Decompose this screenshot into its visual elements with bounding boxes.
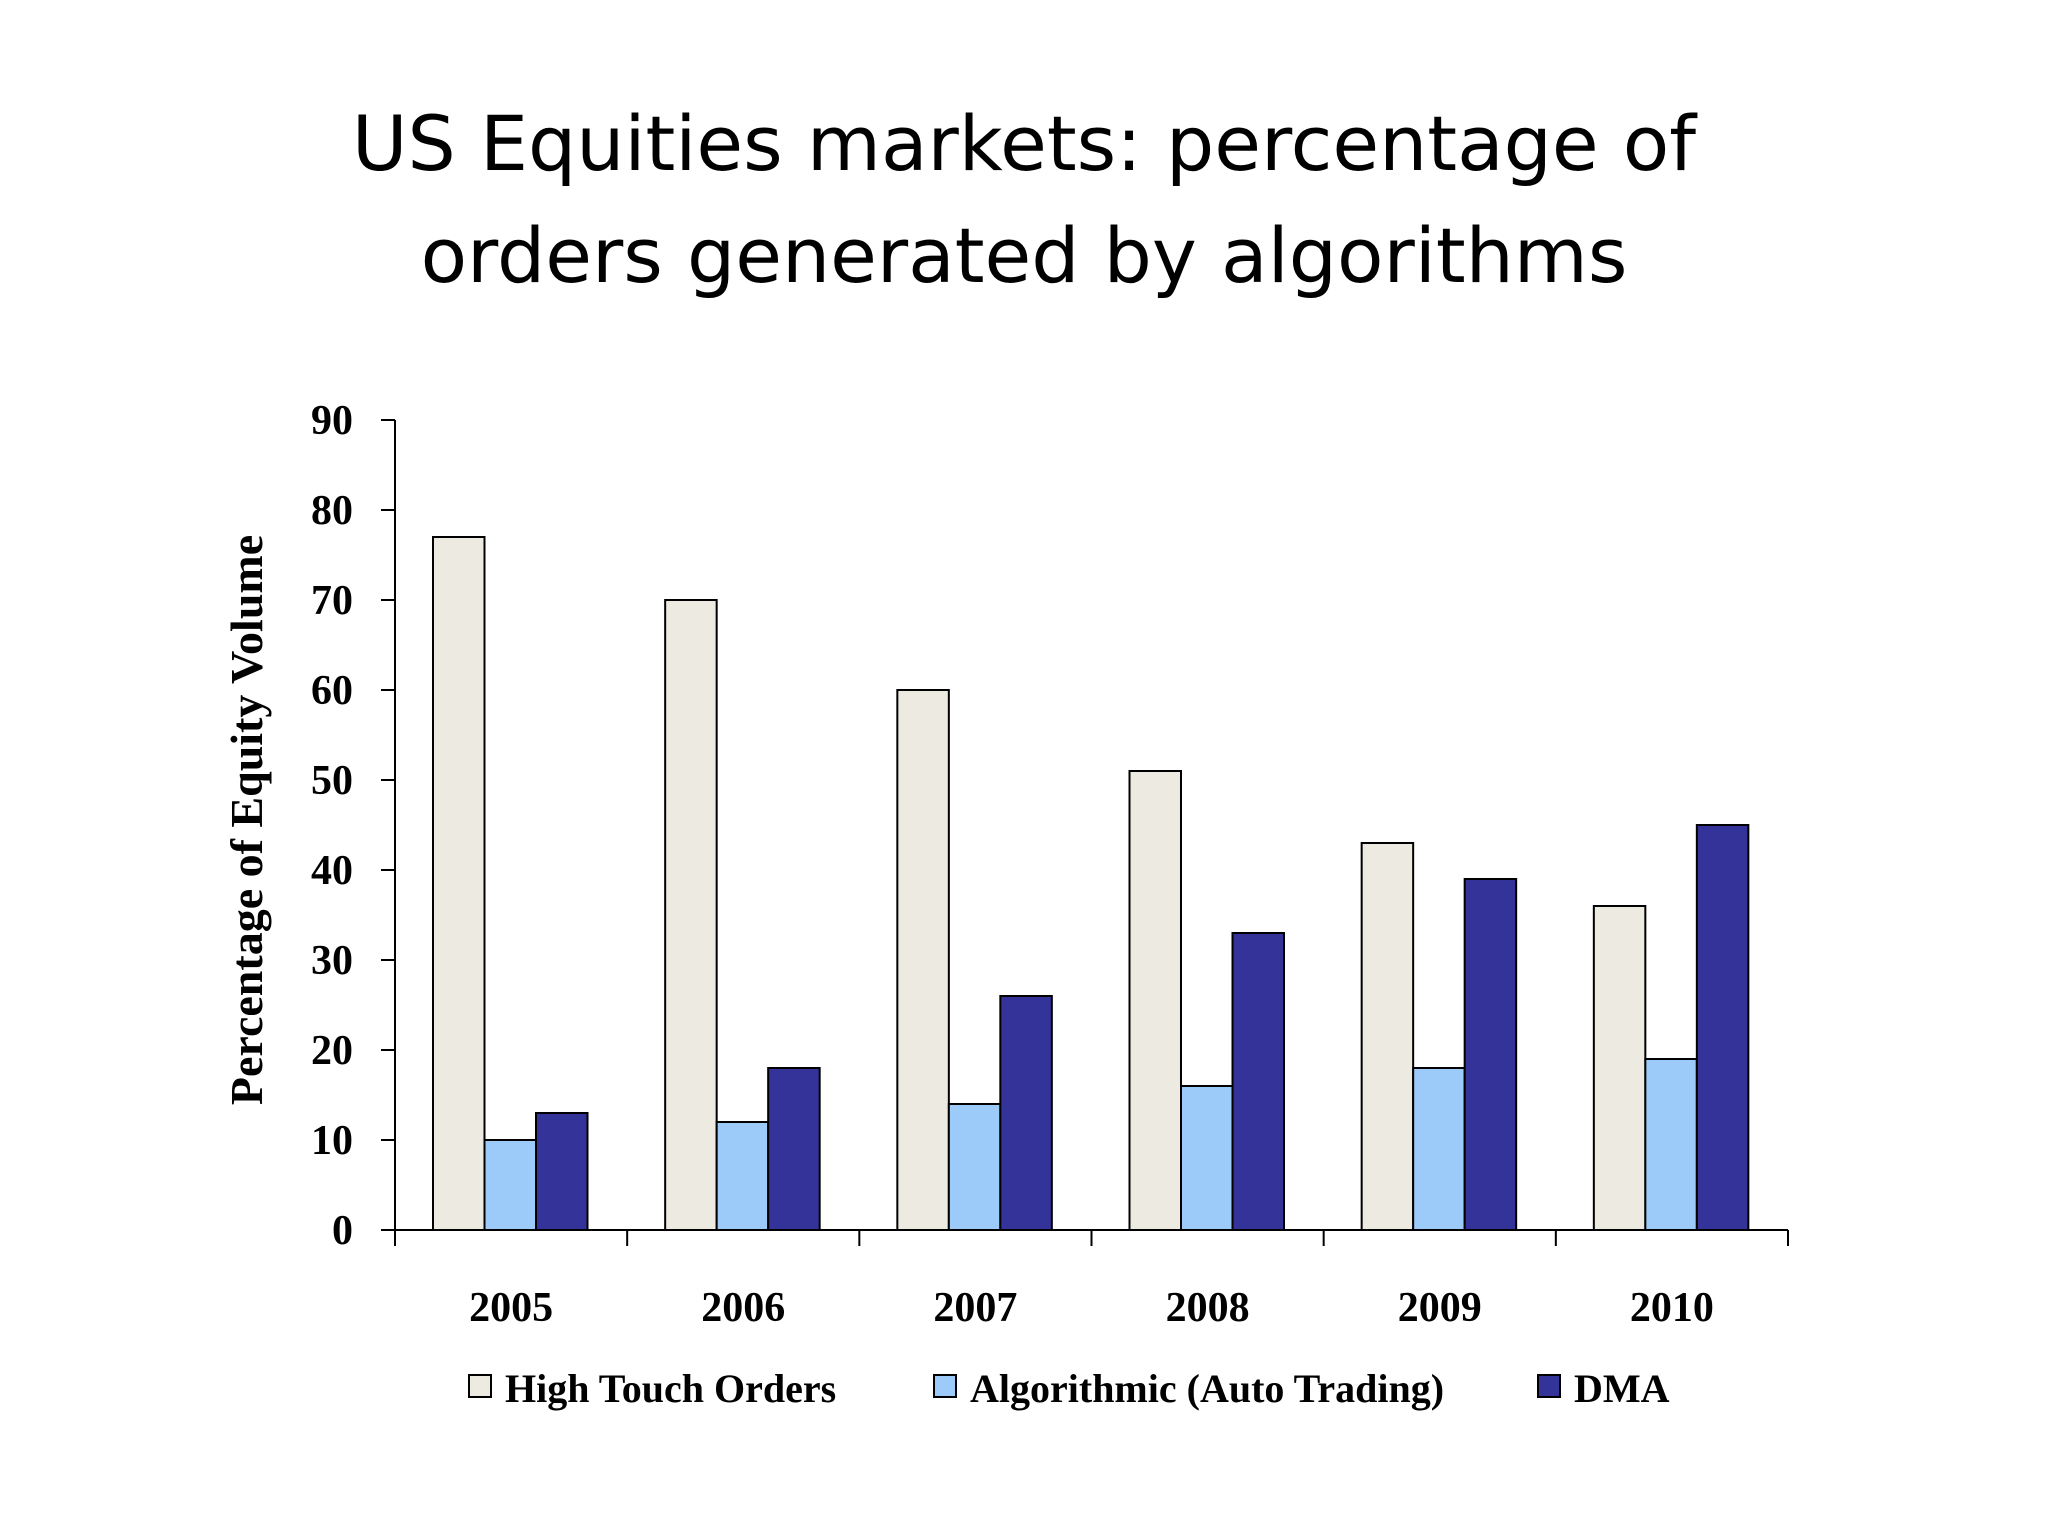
bar bbox=[1463, 878, 1518, 1231]
bar bbox=[999, 995, 1053, 1231]
bar bbox=[1644, 1058, 1698, 1231]
legend-swatch bbox=[468, 1374, 492, 1398]
bar bbox=[535, 1112, 589, 1231]
y-tick-label: 50 bbox=[311, 758, 353, 804]
bar bbox=[664, 599, 718, 1231]
y-tick-label: 70 bbox=[311, 578, 353, 624]
bar bbox=[432, 536, 486, 1231]
y-tick-label: 90 bbox=[311, 398, 353, 444]
y-tick-label: 10 bbox=[311, 1118, 353, 1164]
bar bbox=[1231, 932, 1285, 1231]
legend-label: Algorithmic (Auto Trading) bbox=[970, 1366, 1444, 1411]
legend: High Touch Orders Algorithmic (Auto Tradi… bbox=[468, 1366, 1670, 1411]
slide-title-line-2: orders generated by algorithms bbox=[420, 211, 1628, 300]
y-axis-title: Percentage of Equity Volume bbox=[221, 535, 272, 1105]
bar bbox=[1360, 842, 1415, 1231]
bar bbox=[1128, 770, 1182, 1231]
slide-title: US Equities markets: percentage of order… bbox=[0, 88, 2048, 312]
bar bbox=[483, 1139, 537, 1231]
bars bbox=[432, 536, 1750, 1231]
x-tick-label: 2007 bbox=[933, 1285, 1017, 1331]
legend-label: DMA bbox=[1574, 1366, 1670, 1411]
x-tick-label: 2009 bbox=[1398, 1285, 1482, 1331]
legend-label: High Touch Orders bbox=[505, 1366, 836, 1411]
y-tick-label: 30 bbox=[311, 938, 353, 984]
slide-title-line-1: US Equities markets: percentage of bbox=[351, 99, 1697, 188]
bar bbox=[1180, 1085, 1234, 1231]
x-tick-label: 2010 bbox=[1630, 1285, 1714, 1331]
bar bbox=[947, 1103, 1002, 1231]
legend-swatch bbox=[1537, 1374, 1561, 1398]
bar bbox=[1592, 905, 1647, 1231]
legend-swatch bbox=[933, 1374, 957, 1398]
x-axis: 2005 2006 2007 2008 2009 2010 bbox=[394, 1229, 1789, 1331]
bar bbox=[715, 1121, 770, 1231]
bar bbox=[1412, 1067, 1466, 1231]
bar bbox=[767, 1067, 821, 1231]
y-axis: 0 10 20 30 40 50 60 70 80 90 bbox=[311, 398, 396, 1254]
y-tick-label: 80 bbox=[311, 488, 353, 534]
x-tick-label: 2008 bbox=[1166, 1285, 1250, 1331]
y-tick-label: 40 bbox=[311, 848, 353, 894]
y-tick-label: 20 bbox=[311, 1028, 353, 1074]
x-tick-label: 2005 bbox=[469, 1285, 553, 1331]
x-tick-label: 2006 bbox=[701, 1285, 785, 1331]
bar bbox=[1695, 824, 1750, 1231]
y-tick-label: 0 bbox=[332, 1208, 353, 1254]
bar bbox=[896, 689, 950, 1231]
y-tick-label: 60 bbox=[311, 668, 353, 714]
